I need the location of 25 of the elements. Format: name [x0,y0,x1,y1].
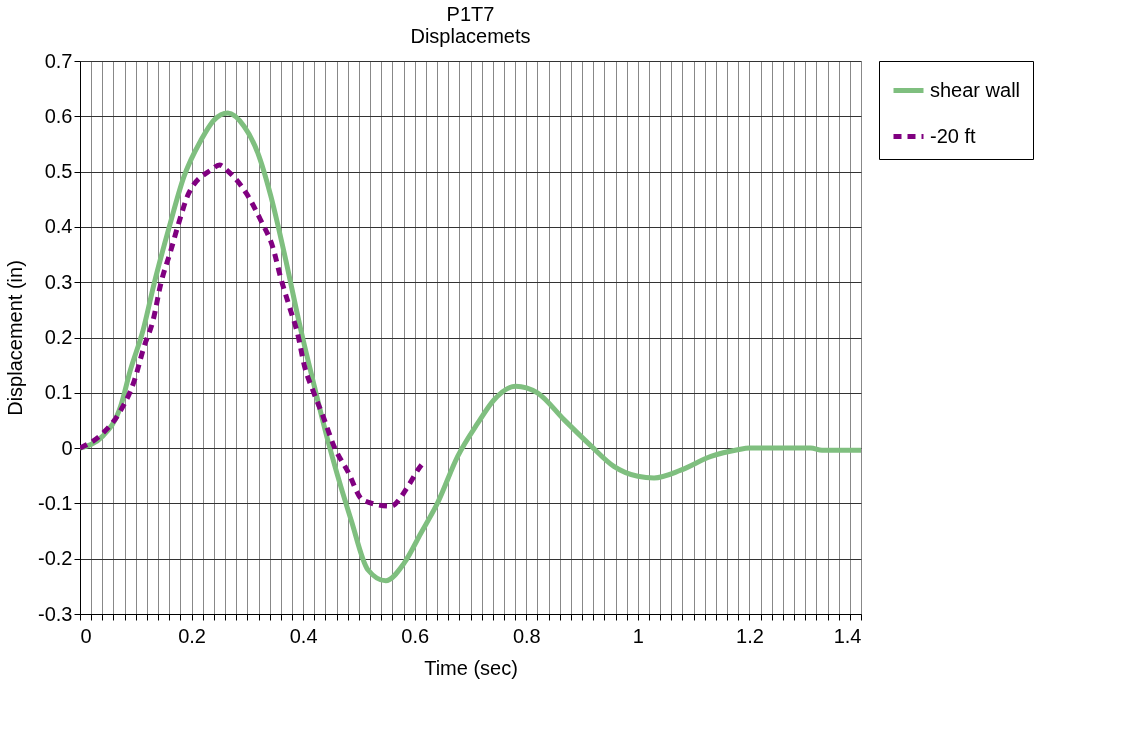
y-axis-title: Displacement (in) [4,260,27,416]
y-tick-label: 0.6 [44,104,73,127]
x-tick-label: 0.2 [178,624,206,647]
y-tick-label: 0 [61,436,73,459]
text: Displacemets [410,25,531,47]
y-tick-label: 0.4 [44,215,73,238]
y-tick-label: 0.2 [44,326,73,348]
y-tick-label: -0.1 [38,491,73,514]
y-tick-label: 0.3 [44,270,73,293]
x-tick-label: 0.8 [512,624,541,647]
x-tick-label: 1 [632,624,644,647]
x-tick-label: 0.4 [289,624,318,647]
x-axis-title: Time (sec) [424,656,518,679]
y-tick-label: 0.1 [44,381,73,404]
legend-label: -20 ft [930,124,977,147]
x-tick-label: 0 [80,624,92,647]
x-tick-label: 1.4 [833,624,862,647]
text: P1T7 [446,3,495,25]
x-tick-label: 1.2 [736,624,764,647]
y-tick-label: -0.3 [38,602,73,625]
y-tick-label: -0.2 [38,547,73,570]
y-tick-label: 0.5 [44,160,73,183]
y-tick-label: 0.7 [44,49,73,72]
legend-label: shear wall [930,78,1021,101]
x-tick-label: 0.6 [401,624,430,647]
